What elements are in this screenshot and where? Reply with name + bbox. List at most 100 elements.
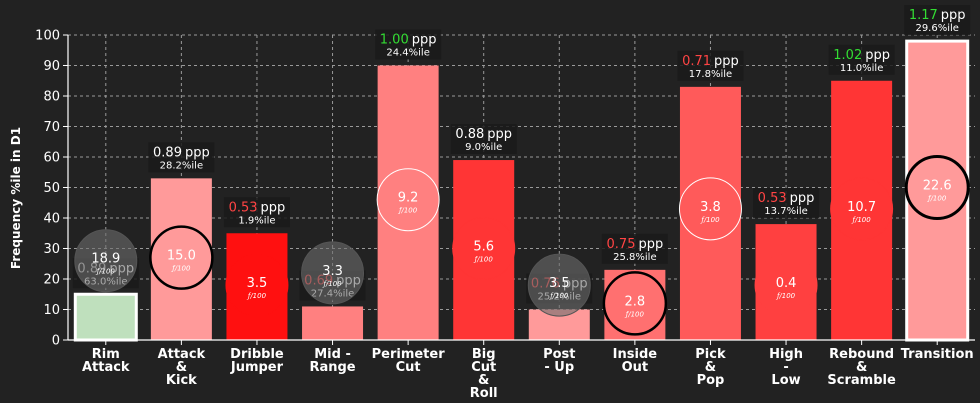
y-axis-label: Frequency %ile in D1 [9,127,23,269]
x-tick-label-line: Post [543,347,575,362]
ppp-percentile: 13.7%ile [764,206,807,217]
bar [73,292,138,342]
ppp-value: 0.53 [229,200,258,215]
ppp-unit: ppp [941,8,966,23]
ppp-unit: ppp [412,33,437,48]
x-tick-label: Dribble Jumper [230,347,284,375]
x-tick-label-line: & [856,360,867,375]
per100-circle [830,177,894,241]
ppp-label-bg [753,188,820,219]
x-tick-label-line: Rebound [829,347,894,362]
x-tick-label-line: Mid - [314,347,351,362]
ppp-label: 1.00 ppp [380,33,437,48]
per100-unit: ƒ/100 [548,292,569,300]
per100-value: 9.2 [398,191,419,206]
y-axis: 0 10 20 30 40 50 60 70 80 90 100 [35,29,69,349]
bar-group: 0.89ppp63.0%ile18.9ƒ/100 [72,229,139,342]
per100-unit: ƒ/100 [170,265,191,273]
per100-circle [527,253,591,317]
ppp-label-bg [148,142,215,173]
per100-unit: ƒ/100 [851,216,872,224]
per100-circle [452,217,516,280]
x-tick-label-line: Attack [158,347,206,362]
ppp-label-bg [828,44,895,75]
x-tick-label-line: Out [622,360,649,375]
x-tick-label-line: Transition [901,347,974,362]
ppp-value: 0.71 [682,54,711,69]
ppp-percentile: 17.8%ile [689,69,732,80]
x-tick-label: Rim Attack [82,347,130,375]
x-tick-label-line: High [769,347,803,362]
ppp-unit: ppp [790,191,815,206]
x-tick-label-line: & [176,360,187,375]
x-tick-label-line: Inside [613,347,658,362]
per100-unit: ƒ/100 [775,292,796,300]
x-tick-label: Inside Out [613,347,658,375]
bar [302,306,364,340]
ppp-label-bg [904,5,971,36]
per100-circle [225,253,289,317]
per100-unit: ƒ/100 [699,216,720,224]
x-tick-label-line: Range [309,360,355,375]
per100-value: 5.6 [473,240,494,255]
per100-value: 18.9 [91,252,120,267]
ppp-value: 0.75 [607,237,636,252]
per100-value: 3.8 [700,200,721,215]
ppp-value: 0.53 [758,191,787,206]
per100-circle [301,241,365,305]
x-tick-label-line: Cut [471,360,496,375]
x-tick-label: Attack & Kick [158,347,206,388]
ppp-unit: ppp [487,127,512,142]
x-tick-label-line: Attack [82,360,130,375]
per100-unit: ƒ/100 [473,256,494,264]
x-tick-label-line: Scramble [827,373,896,388]
ppp-unit: ppp [185,145,210,160]
y-tick-label: 0 [52,334,60,349]
x-tick-label-line: Kick [166,373,197,388]
ppp-percentile: 1.9%ile [238,215,275,226]
x-tick-label-line: Roll [470,386,498,401]
ppp-label-bg [223,197,290,228]
per100-circle [149,225,214,290]
ppp-label-bg [450,124,517,155]
per100-circle [74,229,138,293]
per100-unit: ƒ/100 [246,292,267,300]
y-tick-label: 50 [43,181,60,196]
x-tick-label: Big Cut & Roll [470,347,498,401]
per100-value: 3.5 [247,276,268,291]
x-tick-label-line: Dribble [230,347,284,362]
per100-unit: ƒ/100 [926,195,947,203]
y-tick-label: 30 [43,242,60,257]
per100-value: 10.7 [847,200,876,215]
x-tick-label-line: Big [472,347,496,362]
x-tick-label-line: - Up [544,360,574,375]
x-tick-label-line: & [478,373,489,388]
x-tick-label-line: Rim [92,347,120,362]
ppp-value: 0.88 [455,127,484,142]
per100-unit: ƒ/100 [95,268,116,276]
ppp-value: 1.17 [909,8,938,23]
per100-circle [602,271,668,336]
ppp-unit: ppp [865,48,890,63]
per100-circle [376,168,440,232]
ppp-label: 0.53 ppp [758,191,815,206]
y-tick-label: 100 [35,29,60,44]
ppp-label-bg [601,233,668,264]
ppp-percentile: 28.2%ile [160,160,203,171]
x-tick-label-line: Perimeter [372,347,446,362]
ppp-unit: ppp [714,54,739,69]
y-tick-label: 90 [43,59,60,74]
per100-value: 3.5 [549,276,570,291]
x-tick-label: Mid -Range [309,347,355,375]
ppp-percentile: 9.0%ile [465,142,502,153]
ppp-unit: ppp [261,200,286,215]
x-tick-label: Post - Up [543,347,575,375]
